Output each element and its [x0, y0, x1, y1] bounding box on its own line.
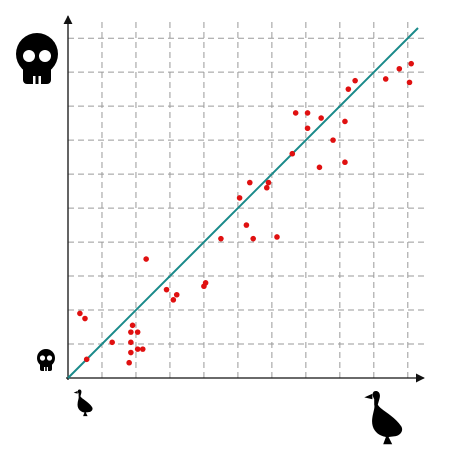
data-point	[218, 235, 224, 242]
data-point	[408, 60, 415, 67]
large-skull-icon	[16, 33, 58, 84]
series-layer	[67, 27, 419, 379]
data-point	[292, 110, 299, 116]
small-duck-icon	[73, 389, 93, 417]
data-point	[250, 235, 256, 242]
data-point	[82, 315, 88, 322]
data-point	[163, 286, 170, 293]
data-point	[352, 77, 358, 84]
data-point	[289, 150, 296, 157]
data-point	[134, 329, 141, 335]
data-point	[109, 339, 115, 346]
data-point	[126, 359, 132, 366]
data-point	[170, 297, 177, 303]
large-duck-icon	[364, 390, 403, 445]
data-point	[274, 234, 280, 240]
data-point	[265, 179, 272, 186]
data-point	[342, 118, 348, 125]
data-point	[143, 256, 149, 262]
data-point	[345, 86, 352, 92]
data-point	[304, 110, 311, 116]
data-point	[263, 184, 270, 191]
data-point	[236, 195, 243, 201]
data-point	[396, 65, 403, 72]
data-point	[134, 346, 141, 352]
data-point	[406, 79, 413, 86]
data-point	[128, 339, 134, 346]
data-point	[77, 310, 83, 317]
data-point	[83, 356, 90, 363]
data-point	[382, 76, 389, 82]
trend-line	[67, 27, 419, 379]
small-skull-icon	[37, 349, 55, 371]
data-point	[246, 179, 253, 186]
data-point	[128, 349, 134, 356]
data-point	[128, 329, 134, 335]
data-point	[129, 322, 136, 329]
data-point	[318, 115, 324, 121]
data-point	[316, 164, 323, 171]
data-point	[330, 137, 336, 143]
data-point	[202, 280, 209, 286]
data-point	[139, 346, 146, 352]
data-point	[173, 291, 180, 298]
data-point	[243, 222, 250, 228]
data-point	[304, 125, 311, 132]
data-point	[342, 159, 348, 166]
